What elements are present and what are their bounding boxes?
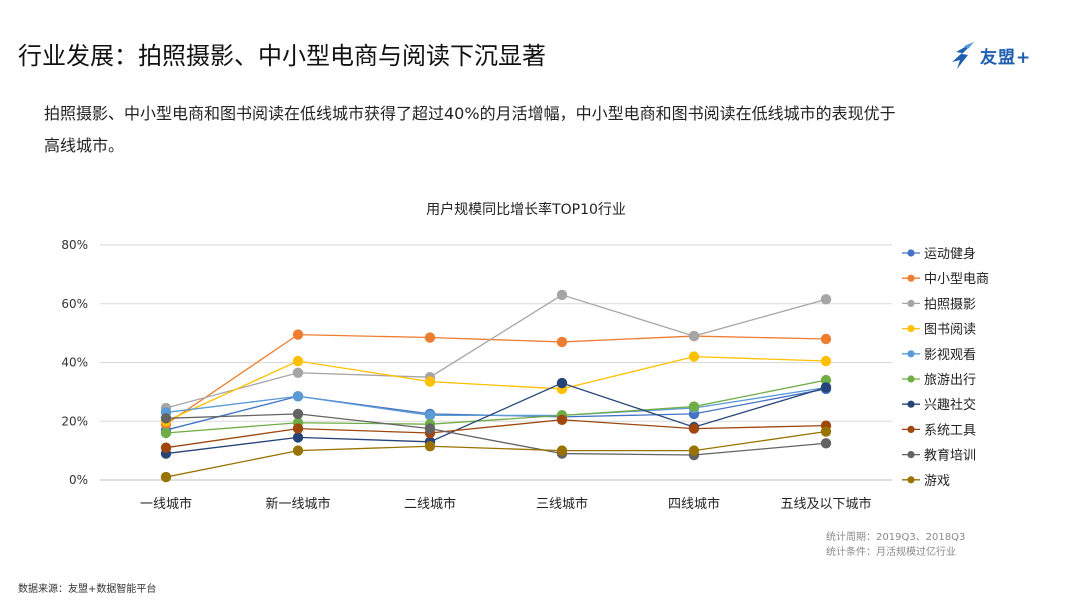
data-point bbox=[820, 374, 832, 386]
data-point bbox=[820, 382, 832, 393]
legend-marker bbox=[907, 299, 915, 307]
legend-label: 兴趣社交 bbox=[924, 397, 976, 413]
data-point bbox=[688, 445, 700, 456]
data-point bbox=[424, 376, 436, 387]
data-point bbox=[424, 441, 436, 452]
brand-logo: 友盟+ bbox=[948, 40, 1031, 70]
y-tick-label: 20% bbox=[61, 414, 88, 428]
series-line bbox=[165, 333, 827, 425]
series-line bbox=[165, 294, 827, 409]
legend-marker bbox=[907, 425, 915, 433]
data-point bbox=[292, 408, 304, 420]
y-tick-label: 60% bbox=[61, 297, 88, 311]
chart-title: 用户规模同比增长率TOP10行业 bbox=[426, 201, 626, 218]
umeng-logo-icon bbox=[952, 42, 974, 69]
legend-label: 游戏 bbox=[924, 474, 950, 489]
data-point bbox=[424, 423, 436, 434]
data-point bbox=[688, 330, 700, 342]
legend-marker bbox=[907, 350, 915, 358]
data-point bbox=[820, 426, 832, 437]
data-point bbox=[292, 367, 304, 378]
brand-name: 友盟+ bbox=[980, 47, 1032, 68]
y-tick-label: 80% bbox=[61, 238, 88, 252]
legend-marker bbox=[907, 451, 915, 459]
x-tick-label: 新一线城市 bbox=[265, 496, 330, 512]
summary-text: 拍照摄影、中小型电商和图书阅读在低线城市获得了超过40%的月活增幅，中小型电商和… bbox=[44, 98, 1004, 162]
x-tick-label: 三线城市 bbox=[536, 496, 588, 512]
legend-marker bbox=[907, 476, 915, 484]
data-point bbox=[292, 423, 304, 434]
stat-period-note: 统计周期：2019Q3、2018Q3 bbox=[826, 532, 966, 543]
series-line bbox=[165, 419, 827, 449]
page-title: 行业发展：拍照摄影、中小型电商与阅读下沉显著 bbox=[18, 42, 546, 70]
data-point bbox=[820, 333, 832, 345]
legend-label: 中小型电商 bbox=[924, 272, 989, 287]
y-tick-label: 0% bbox=[69, 473, 88, 487]
data-point bbox=[820, 294, 832, 305]
x-tick-label: 一线城市 bbox=[140, 496, 192, 512]
series-line bbox=[165, 379, 827, 434]
data-point bbox=[688, 401, 700, 412]
x-tick-label: 二线城市 bbox=[404, 496, 456, 512]
data-point bbox=[688, 423, 700, 434]
series-line bbox=[165, 430, 827, 478]
data-point bbox=[292, 355, 304, 367]
series-line bbox=[165, 386, 827, 417]
data-source: 数据来源：友盟+数据智能平台 bbox=[18, 584, 157, 595]
series-line bbox=[165, 388, 827, 431]
data-point bbox=[556, 445, 568, 456]
data-point bbox=[424, 332, 436, 343]
legend-label: 系统工具 bbox=[924, 423, 976, 438]
data-point bbox=[556, 289, 568, 301]
data-point bbox=[424, 410, 436, 421]
data-point bbox=[292, 432, 304, 443]
legend-marker bbox=[907, 249, 915, 257]
legend-label: 图书阅读 bbox=[924, 323, 976, 338]
series-line bbox=[165, 355, 827, 422]
data-point bbox=[160, 471, 172, 483]
data-point bbox=[820, 355, 832, 367]
data-point bbox=[820, 438, 832, 449]
legend-marker bbox=[907, 375, 915, 383]
legend-label: 运动健身 bbox=[924, 246, 976, 262]
series-line bbox=[165, 382, 827, 455]
data-point bbox=[292, 329, 304, 340]
data-point bbox=[556, 336, 568, 348]
summary-line-2: 高线城市。 bbox=[44, 136, 125, 155]
legend-label: 旅游出行 bbox=[924, 373, 976, 388]
data-point bbox=[160, 427, 172, 439]
legend-marker bbox=[907, 274, 915, 282]
series-line bbox=[165, 413, 827, 456]
data-point bbox=[160, 442, 172, 453]
legend-marker bbox=[907, 325, 915, 333]
legend-label: 教育培训 bbox=[924, 448, 976, 464]
x-tick-label: 五线及以下城市 bbox=[780, 496, 871, 512]
data-point bbox=[556, 414, 568, 425]
data-point bbox=[292, 445, 304, 456]
legend-label: 拍照摄影 bbox=[924, 297, 976, 312]
data-point bbox=[556, 377, 568, 389]
legend-label: 影视观看 bbox=[924, 347, 976, 363]
legend-marker bbox=[907, 400, 915, 408]
stat-condition-note: 统计条件：月活规模过亿行业 bbox=[826, 547, 956, 558]
data-point bbox=[292, 391, 304, 402]
data-point bbox=[688, 351, 700, 362]
x-tick-label: 四线城市 bbox=[668, 496, 720, 512]
summary-line-1: 拍照摄影、中小型电商和图书阅读在低线城市获得了超过40%的月活增幅，中小型电商和… bbox=[44, 104, 896, 123]
y-tick-label: 40% bbox=[61, 356, 88, 370]
data-point bbox=[160, 413, 172, 424]
